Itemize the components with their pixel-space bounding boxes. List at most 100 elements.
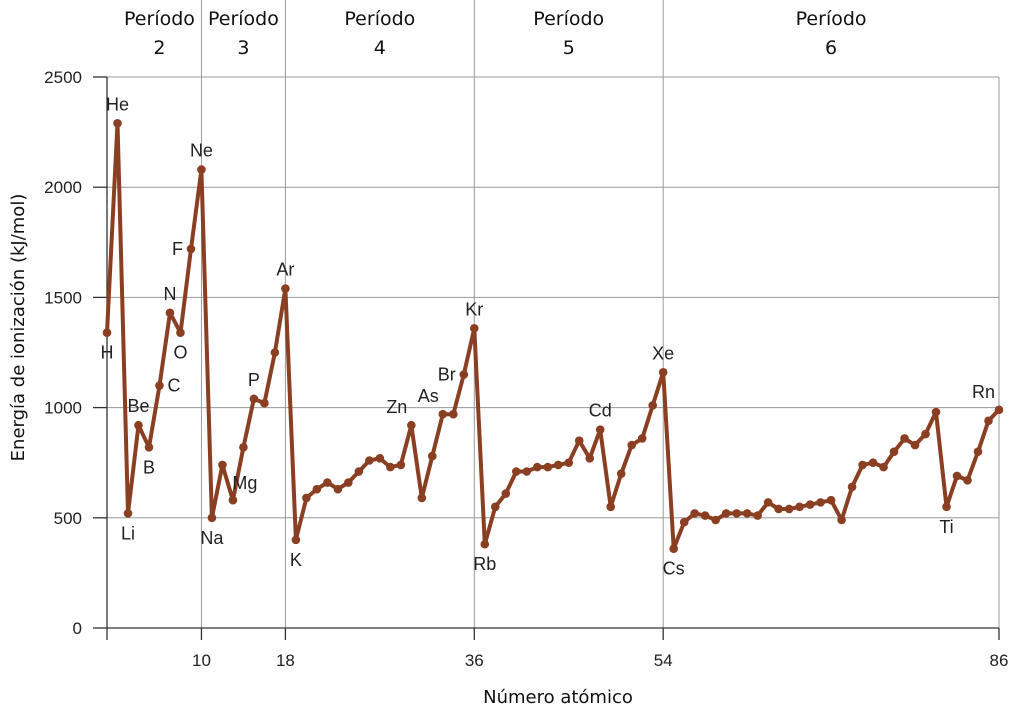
data-point: [564, 458, 574, 468]
period-label-number: 6: [825, 37, 837, 59]
data-point: [501, 489, 511, 498]
data-point: [669, 544, 678, 553]
data-point: [459, 370, 469, 379]
y-tick-label: 1500: [44, 288, 82, 307]
period-labels: Período 2 Período 3 Período 4 Período 5 Período 6: [124, 8, 866, 59]
data-point: [606, 502, 616, 512]
element-label: H: [101, 343, 114, 363]
data-point: [207, 513, 217, 523]
data-point: [795, 502, 804, 512]
period-label-heading: Período: [124, 8, 195, 30]
data-point: [469, 323, 479, 333]
data-point: [123, 509, 133, 518]
period-label-heading: Período: [344, 8, 415, 30]
data-point: [511, 467, 521, 476]
x-tick-label: 18: [276, 651, 295, 670]
y-tick-label: 500: [54, 509, 82, 528]
data-point: [438, 409, 448, 419]
element-label: Ti: [939, 517, 953, 537]
data-point: [312, 484, 322, 494]
period-label-heading: Período: [533, 8, 604, 30]
data-point: [543, 462, 553, 472]
data-point: [218, 460, 227, 470]
data-point: [553, 460, 563, 470]
x-axis-title: Número atómico: [483, 687, 633, 708]
data-point: [721, 509, 731, 518]
period-label-number: 5: [563, 37, 575, 59]
element-label: Cd: [589, 401, 612, 421]
data-point: [449, 409, 458, 419]
element-label: C: [167, 376, 180, 396]
data-point: [931, 407, 941, 417]
data-point: [711, 515, 720, 525]
data-point: [616, 469, 626, 479]
data-point: [417, 493, 427, 503]
data-point: [900, 434, 909, 443]
data-point: [354, 467, 364, 476]
data-point: [323, 478, 332, 487]
data-point: [585, 453, 595, 463]
element-label: N: [163, 284, 176, 304]
element-label: Kr: [465, 299, 483, 319]
data-point: [742, 509, 752, 518]
element-label: Zn: [386, 397, 407, 417]
data-point: [784, 504, 794, 514]
data-point: [637, 434, 647, 443]
element-label: Cs: [663, 559, 685, 579]
tick-labels: 0 500 1000 1500 2000 2500 10 18 36 54 86: [44, 68, 1008, 670]
data-point: [774, 504, 783, 514]
data-point: [490, 502, 500, 512]
y-tick-label: 0: [73, 619, 82, 638]
x-tick-label: 36: [465, 651, 484, 670]
data-point: [973, 447, 983, 456]
data-point: [144, 442, 154, 452]
element-label: Ar: [276, 260, 294, 280]
data-point: [386, 462, 395, 472]
data-point: [942, 502, 951, 512]
data-point: [921, 429, 930, 439]
data-point: [375, 453, 385, 463]
grid-lines: [107, 0, 1000, 628]
data-point: [690, 509, 699, 518]
data-point: [186, 244, 196, 254]
y-tick-label: 2500: [44, 68, 82, 87]
data-point: [291, 535, 301, 545]
data-point: [102, 328, 112, 337]
data-point: [952, 471, 962, 481]
y-axis-title: Energía de ionización (kJ/mol): [8, 194, 29, 462]
data-point: [658, 368, 668, 377]
element-label: K: [290, 550, 302, 570]
y-tick-label: 1000: [44, 399, 82, 418]
data-point: [113, 118, 122, 128]
period-label-heading: Período: [208, 8, 279, 30]
element-label: Li: [121, 523, 135, 543]
data-point: [763, 498, 773, 507]
data-point: [627, 440, 637, 450]
element-label: He: [106, 94, 129, 114]
x-tick-label: 10: [192, 651, 211, 670]
data-point: [281, 284, 290, 293]
data-point: [879, 462, 888, 472]
data-point: [302, 493, 311, 503]
data-point: [858, 460, 867, 470]
data-point: [165, 308, 175, 318]
data-point: [868, 458, 878, 468]
data-point: [648, 401, 657, 410]
x-tick-label: 54: [654, 651, 673, 670]
data-point: [344, 478, 353, 487]
element-label: Be: [127, 396, 149, 416]
data-point: [407, 420, 416, 430]
data-point: [753, 511, 762, 520]
data-point: [228, 495, 238, 505]
element-label: Mg: [232, 473, 257, 493]
data-point: [847, 482, 857, 492]
element-label: Br: [438, 365, 456, 385]
data-point: [963, 476, 972, 485]
element-label: Na: [200, 528, 224, 548]
element-label: Rb: [473, 554, 496, 574]
element-label: Rn: [972, 382, 995, 402]
data-point: [700, 511, 710, 520]
y-tick-label: 2000: [44, 178, 82, 197]
data-point: [826, 495, 836, 505]
